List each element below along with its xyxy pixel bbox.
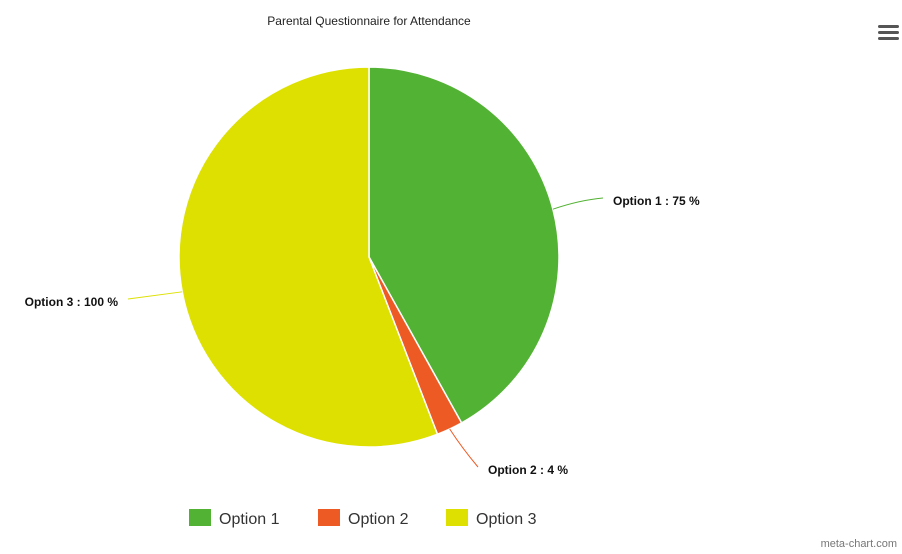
context-menu-button[interactable] bbox=[872, 20, 902, 46]
connector-line-option-3 bbox=[127, 291, 183, 300]
chart-title: Parental Questionnaire for Attendance bbox=[267, 14, 471, 28]
legend-item-option-2[interactable]: Option 2 bbox=[318, 509, 409, 528]
connector-line-option-1 bbox=[552, 197, 604, 210]
legend-item-option-1[interactable]: Option 1 bbox=[189, 509, 280, 528]
legend-swatch-option-3 bbox=[446, 509, 468, 526]
legend-item-option-3[interactable]: Option 3 bbox=[446, 509, 537, 528]
legend-swatch-option-1 bbox=[189, 509, 211, 526]
legend-swatch-option-2 bbox=[318, 509, 340, 526]
legend-label-option-3: Option 3 bbox=[476, 511, 537, 528]
legend-label-option-1: Option 1 bbox=[219, 511, 280, 528]
data-label-option-1: Option 1 : 75 % bbox=[613, 194, 700, 208]
pie-slice-option-3[interactable] bbox=[178, 66, 439, 448]
credit-text[interactable]: meta-chart.com bbox=[821, 538, 897, 550]
data-label-option-3: Option 3 : 100 % bbox=[25, 295, 119, 309]
connector-line-option-2 bbox=[449, 428, 479, 468]
data-label-option-2: Option 2 : 4 % bbox=[488, 463, 568, 477]
hamburger-menu-icon bbox=[878, 25, 899, 28]
legend: Option 1 Option 2 Option 3 bbox=[189, 509, 537, 528]
legend-label-option-2: Option 2 bbox=[348, 511, 409, 528]
